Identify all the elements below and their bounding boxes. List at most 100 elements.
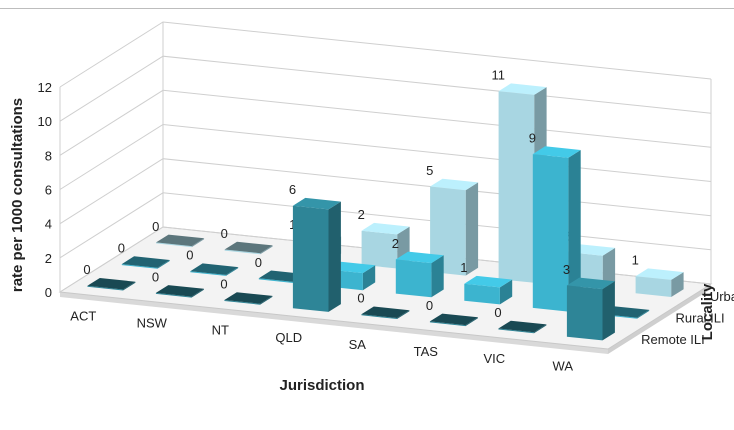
bar-act-urban-ili: [156, 234, 205, 248]
bar-side: [260, 245, 273, 255]
bar-top: [156, 234, 205, 247]
bar-side: [636, 309, 650, 319]
bar-front: [498, 91, 535, 283]
gridline: [59, 123, 712, 190]
y-tick-label: 6: [45, 183, 52, 198]
bar-nt-remote-ili: [224, 292, 273, 305]
data-label: 0: [186, 248, 193, 263]
bar-top: [224, 241, 273, 254]
bar-sa-urban-ili: [430, 178, 479, 276]
bar-side: [465, 317, 478, 327]
bar-front: [464, 283, 500, 305]
x-tick-label: NT: [212, 323, 229, 338]
x-axis-title: Jurisdiction: [279, 377, 364, 394]
bar-front: [224, 300, 260, 305]
data-label: 11: [491, 68, 505, 83]
bar-vic-rural-ili: [532, 146, 581, 312]
bar-side: [397, 310, 410, 319]
bar-top: [361, 306, 410, 318]
bar-wa-remote-ili: [566, 277, 615, 341]
y-axis-title: rate per 1000 consultations: [9, 98, 26, 292]
bar-top: [498, 320, 547, 333]
floor-side-edge: [608, 284, 711, 354]
bar-sa-remote-ili: [361, 306, 410, 319]
gridline: [59, 55, 712, 122]
bar-top: [566, 277, 615, 290]
bar-front: [224, 249, 261, 255]
data-label: 3: [563, 262, 570, 277]
bar-front: [395, 259, 432, 298]
data-label: 0: [152, 269, 159, 284]
series-label: Rural ILI: [676, 311, 725, 326]
bar-top: [532, 146, 581, 158]
bar-nsw-rural-ili: [190, 263, 239, 276]
bar-front: [532, 154, 569, 312]
bar-side: [602, 247, 616, 290]
x-tick-label: WA: [553, 358, 574, 373]
bar-top: [121, 256, 170, 268]
series-labels: Remote ILI Rural ILI Urban ILI: [641, 289, 734, 347]
data-label: 5: [426, 163, 433, 178]
bar-sa-rural-ili: [395, 251, 444, 298]
series-label: Remote ILI: [641, 332, 705, 347]
bar-top: [635, 268, 684, 280]
y-tick-label: 2: [45, 251, 52, 266]
bar-side: [157, 260, 170, 269]
bar-side: [534, 324, 547, 334]
bar-top: [87, 278, 136, 290]
bar-front: [361, 230, 398, 269]
data-label: 0: [494, 305, 501, 320]
bar-act-remote-ili: [87, 278, 136, 291]
bar-vic-remote-ili: [498, 320, 547, 334]
y-tick-label: 12: [38, 80, 52, 95]
bar-front: [430, 186, 466, 276]
x-tick-label: QLD: [275, 330, 302, 345]
bar-top: [292, 197, 341, 210]
gridline: [59, 21, 712, 88]
bar-front: [258, 278, 295, 284]
bar-top: [430, 178, 479, 191]
bar-tas-remote-ili: [429, 313, 478, 327]
bar-top: [190, 263, 239, 275]
bar-side: [568, 150, 581, 312]
bar-nsw-remote-ili: [155, 285, 204, 298]
x-tick-label: SA: [349, 337, 367, 352]
bar-top: [464, 275, 513, 288]
data-label: 2: [358, 207, 365, 222]
bar-front: [121, 264, 158, 269]
data-label: 0: [255, 255, 262, 270]
bar-side: [225, 267, 239, 276]
x-tick-label: TAS: [414, 344, 439, 359]
data-label: 0: [118, 241, 125, 256]
floor-plane: [58, 226, 713, 354]
data-label: 1: [289, 217, 296, 232]
data-label: 0: [221, 226, 228, 241]
data-label: 0: [220, 276, 227, 291]
data-label: 0: [357, 291, 364, 306]
bar-side: [362, 265, 376, 291]
bar-front: [156, 242, 192, 248]
bar-qld-remote-ili: [292, 197, 341, 312]
y-tick-label: 0: [45, 285, 52, 300]
data-label: 9: [529, 131, 536, 146]
bar-side: [431, 255, 444, 298]
bar-side: [328, 201, 341, 312]
bar-top: [395, 251, 444, 264]
data-label: 0: [426, 298, 433, 313]
top-divider: [0, 8, 734, 9]
bar-side: [123, 281, 136, 291]
y-tick-label: 4: [45, 217, 52, 232]
bar-front: [155, 292, 192, 298]
bar-side: [499, 279, 513, 305]
bar-front: [190, 271, 226, 276]
bar-act-rural-ili: [121, 256, 170, 269]
bar-side: [260, 295, 273, 305]
series-label: Urban ILI: [710, 289, 734, 304]
y-tick-label: 10: [38, 114, 52, 129]
bar-tas-rural-ili: [464, 275, 513, 305]
data-label: 2: [392, 236, 399, 251]
x-tick-label: NSW: [137, 316, 168, 331]
gridline: [59, 89, 712, 156]
